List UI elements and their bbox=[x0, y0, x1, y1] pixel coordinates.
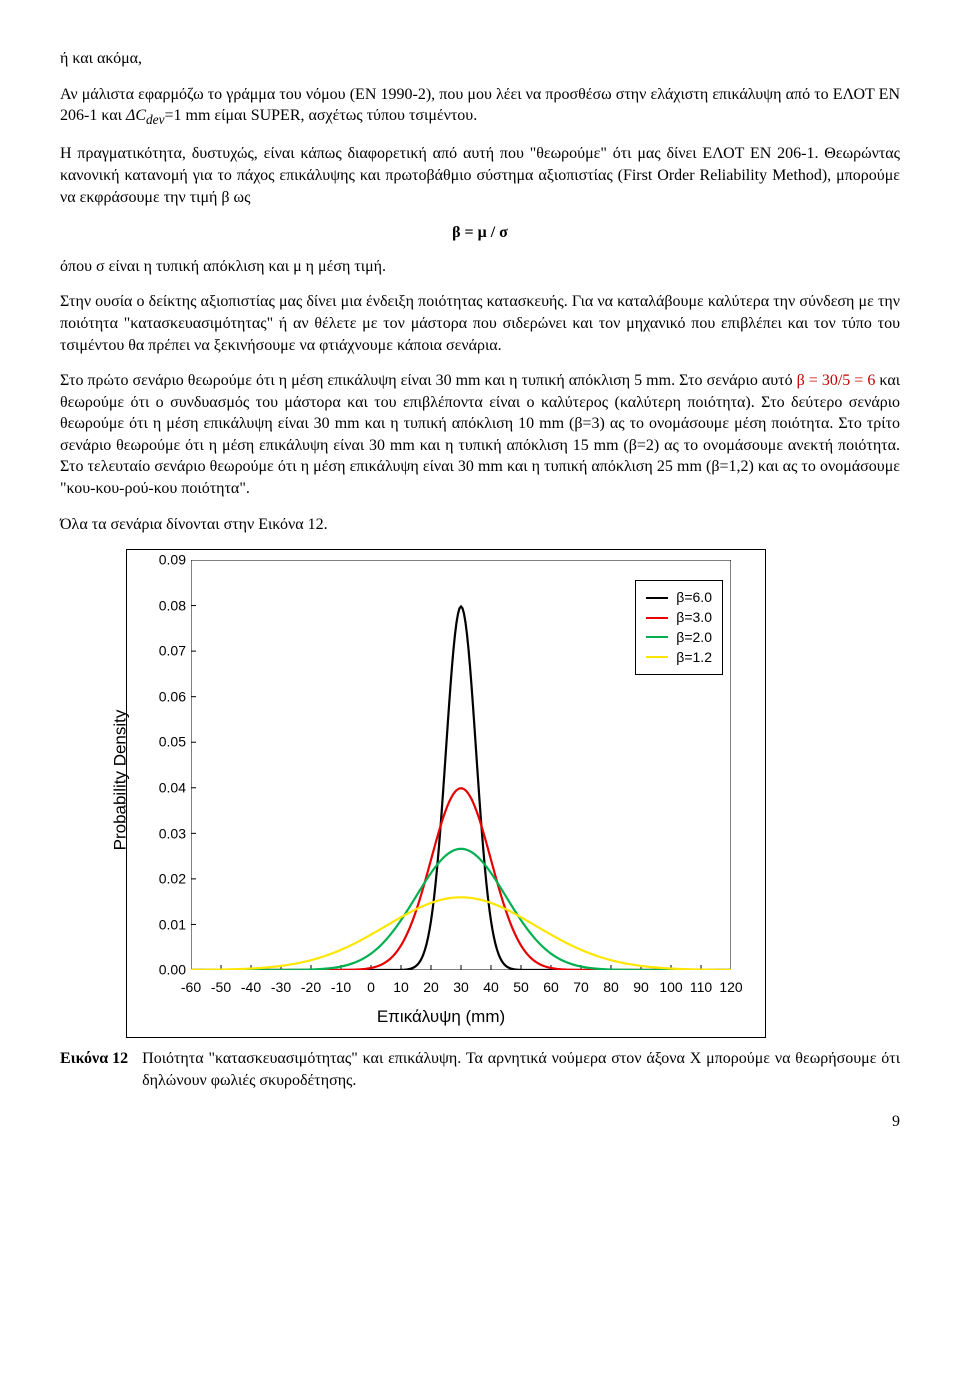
x-tick-label: 60 bbox=[543, 978, 559, 997]
y-tick-label: 0.07 bbox=[146, 642, 186, 661]
x-tick-label: 0 bbox=[367, 978, 375, 997]
x-tick-label: 110 bbox=[690, 978, 712, 997]
x-tick-label: -40 bbox=[241, 978, 261, 997]
legend-item: β=2.0 bbox=[646, 628, 712, 647]
chart-legend: β=6.0β=3.0β=2.0β=1.2 bbox=[635, 580, 723, 675]
x-tick-label: -30 bbox=[271, 978, 291, 997]
x-tick-label: 90 bbox=[633, 978, 649, 997]
text-run: και θεωρούμε ότι ο συνδυασμός του μάστορ… bbox=[60, 372, 900, 497]
body-text: Όλα τα σενάρια δίνονται στην Εικόνα 12. bbox=[60, 514, 900, 536]
page-number: 9 bbox=[60, 1111, 900, 1133]
chart: Probability Density β=6.0β=3.0β=2.0β=1.2… bbox=[141, 560, 741, 1000]
x-tick-label: 80 bbox=[603, 978, 619, 997]
x-tick-label: -20 bbox=[301, 978, 321, 997]
y-tick-label: 0.09 bbox=[146, 551, 186, 570]
figure-container: Probability Density β=6.0β=3.0β=2.0β=1.2… bbox=[126, 549, 766, 1038]
legend-swatch bbox=[646, 597, 668, 599]
legend-label: β=1.2 bbox=[676, 648, 712, 667]
body-text: ή και ακόμα, bbox=[60, 48, 900, 70]
x-axis-label: Επικάλυψη (mm) bbox=[131, 1006, 751, 1029]
figure-caption: Εικόνα 12 Ποιότητα "κατασκευασιμότητας" … bbox=[60, 1048, 900, 1091]
body-text: Η πραγματικότητα, δυστυχώς, είναι κάπως … bbox=[60, 143, 900, 208]
text-run: =1 mm είμαι SUPER, ασχέτως τύπου τσιμέντ… bbox=[165, 107, 478, 124]
y-tick-label: 0.02 bbox=[146, 870, 186, 889]
y-axis-label: Probability Density bbox=[110, 710, 133, 851]
body-text: Στην ουσία ο δείκτης αξιοπιστίας μας δίν… bbox=[60, 291, 900, 356]
text-run: Στο πρώτο σενάριο θεωρούμε ότι η μέση επ… bbox=[60, 372, 797, 389]
x-tick-label: 20 bbox=[423, 978, 439, 997]
y-tick-label: 0.04 bbox=[146, 779, 186, 798]
x-tick-label: 100 bbox=[659, 978, 682, 997]
y-tick-label: 0.08 bbox=[146, 596, 186, 615]
x-tick-label: 30 bbox=[453, 978, 469, 997]
subscript: dev bbox=[146, 112, 165, 127]
y-tick-label: 0.03 bbox=[146, 824, 186, 843]
x-tick-label: -50 bbox=[211, 978, 231, 997]
text-run-italic: ΔC bbox=[126, 107, 146, 124]
x-tick-label: -60 bbox=[181, 978, 201, 997]
text-run-highlight: β = 30/5 = 6 bbox=[797, 372, 876, 389]
legend-item: β=1.2 bbox=[646, 648, 712, 667]
y-tick-label: 0.01 bbox=[146, 915, 186, 934]
body-text: Αν μάλιστα εφαρμόζω το γράμμα του νόμου … bbox=[60, 84, 900, 130]
x-tick-label: -10 bbox=[331, 978, 351, 997]
legend-label: β=2.0 bbox=[676, 628, 712, 647]
legend-swatch bbox=[646, 636, 668, 638]
body-text: όπου σ είναι η τυπική απόκλιση και μ η μ… bbox=[60, 256, 900, 278]
caption-label: Εικόνα 12 bbox=[60, 1048, 128, 1091]
legend-item: β=6.0 bbox=[646, 588, 712, 607]
y-tick-label: 0.05 bbox=[146, 733, 186, 752]
y-tick-label: 0.06 bbox=[146, 687, 186, 706]
x-tick-label: 50 bbox=[513, 978, 529, 997]
y-tick-label: 0.00 bbox=[146, 961, 186, 980]
caption-text: Ποιότητα "κατασκευασιμότητας" και επικάλ… bbox=[142, 1048, 900, 1091]
x-tick-label: 70 bbox=[573, 978, 589, 997]
legend-swatch bbox=[646, 656, 668, 658]
legend-swatch bbox=[646, 617, 668, 619]
legend-label: β=3.0 bbox=[676, 608, 712, 627]
formula: β = μ / σ bbox=[60, 222, 900, 244]
legend-item: β=3.0 bbox=[646, 608, 712, 627]
x-tick-label: 120 bbox=[719, 978, 742, 997]
x-tick-label: 10 bbox=[393, 978, 409, 997]
body-text: Στο πρώτο σενάριο θεωρούμε ότι η μέση επ… bbox=[60, 370, 900, 500]
x-tick-label: 40 bbox=[483, 978, 499, 997]
legend-label: β=6.0 bbox=[676, 588, 712, 607]
